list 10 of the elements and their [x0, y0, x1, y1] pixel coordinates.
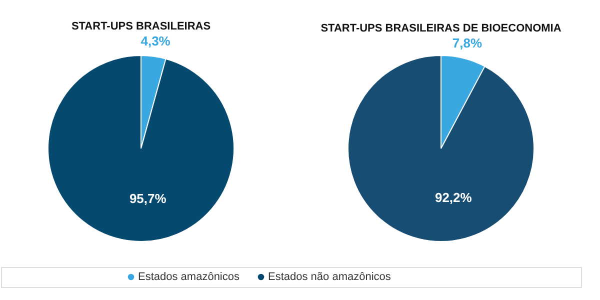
data-label: 7,8%: [452, 36, 482, 51]
data-label: 4,3%: [140, 33, 171, 48]
chart-title: START-UPS BRASILEIRAS DE BIOECONOMIA: [320, 22, 562, 35]
chart-title: START-UPS BRASILEIRAS: [71, 20, 211, 32]
pie-slice: [48, 55, 234, 242]
legend-label: Estados amazônicos: [138, 271, 240, 283]
data-label: 95,7%: [129, 191, 167, 206]
legend-label: Estados não amazônicos: [268, 271, 392, 283]
data-label: 92,2%: [434, 190, 472, 206]
pie-slice: [348, 55, 534, 242]
